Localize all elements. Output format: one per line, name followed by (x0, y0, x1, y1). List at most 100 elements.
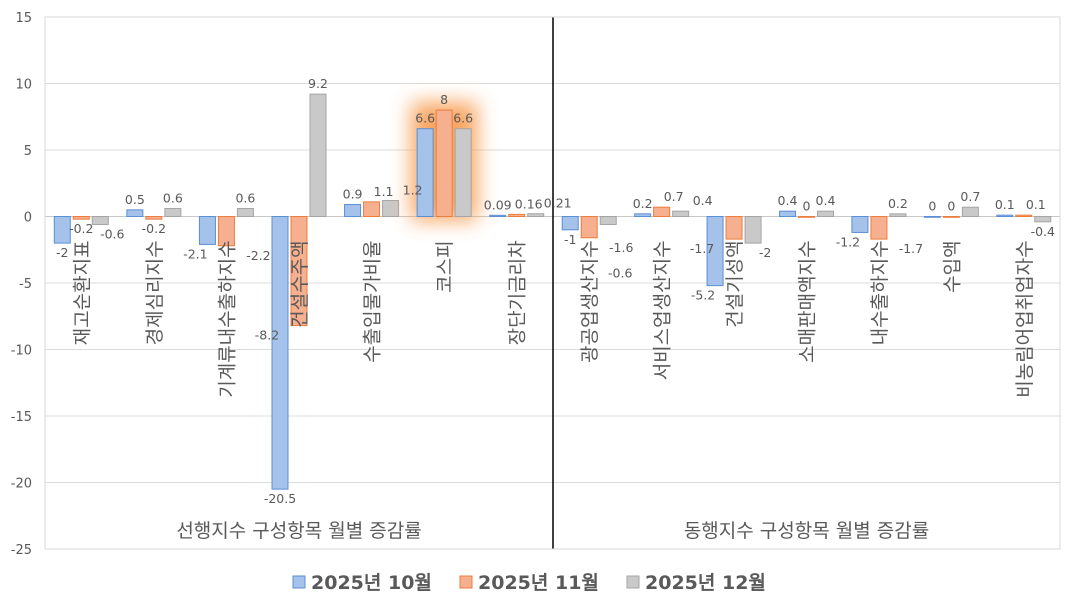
category-label: 코스피 (434, 240, 456, 292)
data-label: 0.4 (816, 193, 836, 208)
bar (145, 216, 163, 220)
data-label: 8 (440, 92, 448, 107)
category-label: 서비스업생산지수 (652, 240, 674, 380)
data-label: 0.21 (544, 196, 572, 211)
y-tick-label: 15 (15, 11, 32, 26)
plot-area (44, 16, 1061, 550)
data-label: 0 (803, 199, 811, 214)
bar (942, 216, 960, 218)
legend-swatch (626, 575, 640, 589)
bar (236, 208, 254, 218)
bar (996, 214, 1014, 217)
data-label: 0.1 (1026, 197, 1046, 212)
data-label: -1.7 (690, 241, 714, 256)
data-label: -0.4 (1031, 224, 1055, 239)
bar (599, 216, 617, 225)
bar (382, 200, 400, 217)
bar (561, 216, 579, 231)
data-label: 6.6 (415, 111, 435, 126)
data-label: 0.7 (664, 189, 684, 204)
bar (72, 216, 90, 220)
bar (961, 206, 979, 218)
category-label: 소매판매액지수 (797, 240, 819, 362)
data-label: 0.2 (888, 196, 908, 211)
legend-label: 2025년 11월 (478, 572, 599, 594)
data-label: 0.6 (235, 191, 255, 206)
bar (198, 216, 216, 245)
bar (706, 216, 724, 287)
data-label: -8.2 (255, 328, 279, 343)
data-label: -0.6 (100, 226, 124, 241)
data-label: -0.2 (142, 221, 166, 236)
data-label: -0.2 (69, 221, 93, 236)
data-label: -2 (759, 245, 771, 260)
data-label: 0.7 (960, 189, 980, 204)
data-label: 0.4 (693, 193, 713, 208)
bar (889, 213, 907, 217)
bar (416, 128, 434, 217)
y-tick-label: -10 (11, 344, 32, 359)
data-label: -1.2 (836, 234, 860, 249)
bar (126, 209, 144, 218)
y-tick-label: -25 (11, 543, 32, 558)
bar (634, 213, 652, 217)
data-label: 0.2 (633, 196, 653, 211)
data-label: 9.2 (308, 76, 328, 91)
bar (1034, 216, 1052, 223)
legend-label: 2025년 10월 (311, 572, 432, 594)
category-label: 수출입물가비율 (362, 240, 384, 362)
data-label: -1.6 (609, 240, 633, 255)
category-label: 경제심리지수 (144, 240, 166, 345)
data-label: 0 (947, 199, 955, 214)
category-label: 수입액 (941, 240, 963, 292)
category-label: 건설수주액 (289, 240, 311, 327)
bar (508, 213, 526, 217)
data-label: 0.09 (484, 197, 512, 212)
bar (817, 210, 834, 217)
bar (923, 216, 941, 218)
data-label: -5.2 (691, 288, 715, 303)
data-label: -2 (56, 245, 68, 260)
y-tick-label: -15 (11, 410, 32, 425)
data-label: -20.5 (264, 491, 296, 506)
legend-swatch (459, 575, 473, 589)
y-tick-label: 0 (24, 211, 32, 226)
bar (53, 216, 71, 244)
category-label: 재고순환지표 (71, 240, 93, 345)
legend-label: 2025년 12월 (645, 572, 766, 594)
bar (435, 109, 453, 217)
bar (527, 213, 545, 218)
data-label: -2.2 (246, 248, 270, 263)
bar (271, 216, 289, 490)
bar (363, 201, 381, 217)
data-label: -2.1 (183, 246, 207, 261)
data-label: 0.16 (515, 196, 543, 211)
data-label: 1.2 (403, 183, 423, 198)
data-label: 0.1 (995, 197, 1015, 212)
bar (91, 216, 109, 225)
y-tick-label: -20 (11, 477, 32, 492)
data-label: -0.6 (608, 265, 632, 280)
bar (798, 216, 815, 218)
bar (489, 214, 507, 217)
category-label: 내수출하지수 (869, 240, 891, 345)
y-tick-label: -5 (19, 277, 32, 292)
bar (653, 206, 671, 218)
data-label: -1 (564, 232, 576, 247)
data-label: 1.1 (374, 184, 394, 199)
bar (164, 208, 182, 218)
data-label: 0 (928, 199, 936, 214)
group-title: 선행지수 구성항목 월별 증감률 (176, 520, 421, 542)
y-tick-label: 10 (15, 78, 32, 93)
data-label: 6.6 (453, 111, 473, 126)
legend-swatch (292, 575, 306, 589)
bar (309, 93, 327, 217)
category-label: 광공업생산지수 (579, 240, 601, 362)
bar (580, 216, 598, 239)
bar (851, 216, 869, 233)
bar (779, 210, 796, 217)
group-title: 동행지수 구성항목 월별 증감률 (684, 520, 929, 542)
bar (290, 216, 308, 327)
